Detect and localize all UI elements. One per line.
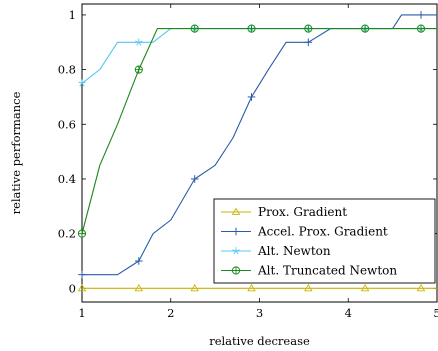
x-tick-label: 1 [78,306,85,320]
legend-box [213,198,436,284]
data-point-prox-gradient [360,283,370,292]
data-point-accel-prox-gradient [247,93,256,101]
y-tick-label: 0.8 [58,63,76,77]
series-line-alt-newton [81,28,437,84]
legend-label: Alt. Newton [257,244,331,258]
y-tick-label: 0.4 [58,172,76,186]
legend-marker [231,207,241,215]
series-layer [77,11,437,292]
data-point-prox-gradient [77,283,87,292]
legend: Prox. Gradient Accel. Prox. Gradient Alt. … [213,198,436,284]
data-point-alt-truncated-newton [361,24,370,33]
data-point-prox-gradient [416,283,426,292]
legend-item: Accel. Prox. Gradient [221,225,388,239]
series-prox-gradient [77,283,437,292]
data-point-accel-prox-gradient [304,38,313,47]
data-point-alt-newton [135,38,143,46]
y-tick-label: 1 [69,8,76,22]
data-point-alt-truncated-newton [134,65,143,74]
data-point-alt-truncated-newton [304,24,313,33]
data-point-alt-newton [78,79,86,87]
legend-item: Alt. Truncated Newton [221,264,397,278]
legend-label: Prox. Gradient [258,205,347,219]
data-point-prox-gradient [304,283,313,292]
data-point-prox-gradient [134,283,144,292]
data-point-accel-prox-gradient [190,175,199,183]
legend-item: Alt. Newton [221,244,331,258]
data-point-prox-gradient [247,283,256,292]
data-point-accel-prox-gradient [78,270,86,279]
series-alt-truncated-newton [77,24,437,238]
y-tick-label: 0.6 [58,117,76,131]
data-point-alt-truncated-newton [77,229,87,238]
x-axis-label: relative decrease [209,334,310,348]
legend-marker [232,227,240,236]
x-tick-label: 4 [345,306,352,320]
axes: 1 2 3 4 5 0 0.2 0.4 0.6 0.8 1 [58,3,438,320]
data-point-alt-truncated-newton [190,24,199,33]
data-point-accel-prox-gradient [417,11,425,19]
legend-label: Accel. Prox. Gradient [257,225,388,239]
legend-marker [231,266,241,275]
x-tick-label: 2 [167,306,174,320]
series-alt-newton [78,24,437,87]
data-point-prox-gradient [190,283,199,292]
y-axis-label: relative performance [9,91,23,214]
y-tick-label: 0 [69,281,76,295]
data-point-alt-truncated-newton [416,24,426,33]
legend-marker [232,247,240,255]
legend-label: Alt. Truncated Newton [257,264,397,278]
y-tick-label: 0.2 [58,227,76,241]
data-point-accel-prox-gradient [135,257,143,265]
data-point-alt-truncated-newton [247,24,256,33]
x-tick-label: 3 [256,306,263,320]
x-tick-label: 5 [433,306,438,320]
legend-item: Prox. Gradient [221,205,347,219]
